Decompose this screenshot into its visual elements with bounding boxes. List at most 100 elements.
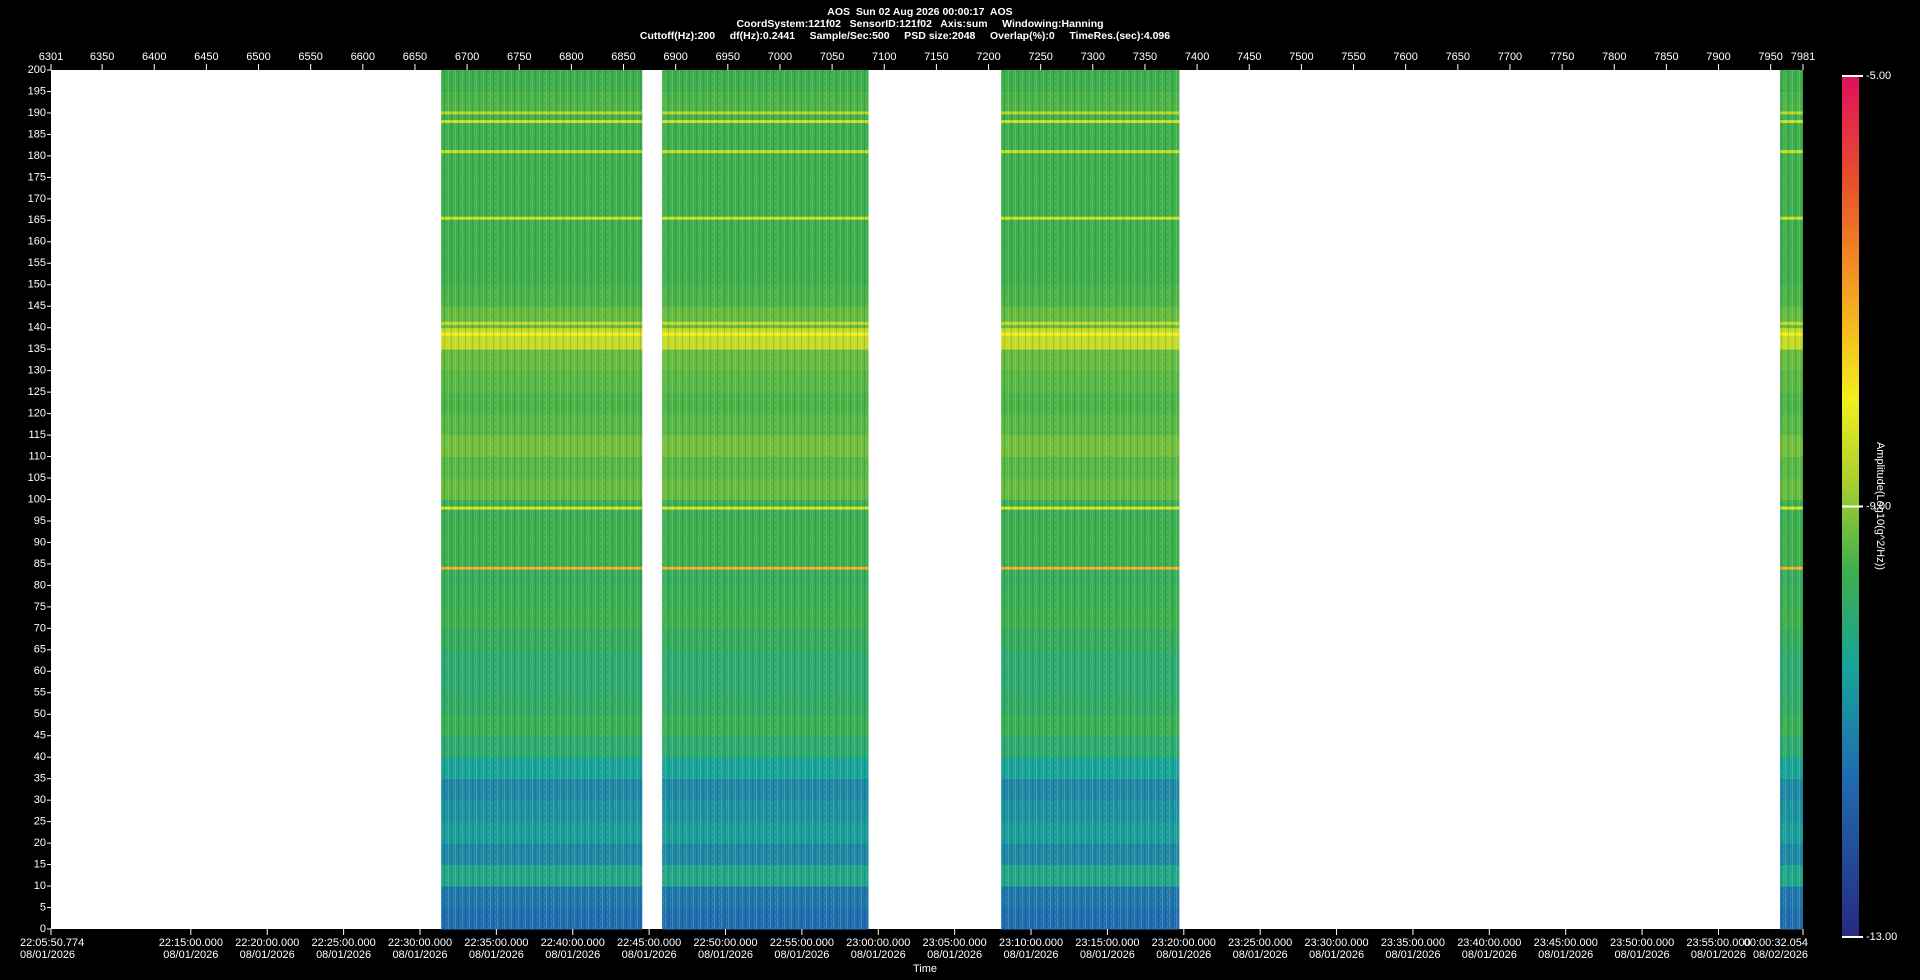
time-tick-label: 22:25:00.000 (311, 937, 375, 949)
time-tick-date: 08/01/2026 (774, 949, 829, 961)
y-tick-label: 95 (34, 515, 46, 527)
y-tick-label: 65 (34, 644, 46, 656)
x-tick-label: 7400 (1185, 51, 1209, 63)
x-tick-label: 7200 (976, 51, 1000, 63)
colorbar-tick-label: -9.00 (1866, 500, 1891, 512)
x-tick-label: 6950 (716, 51, 740, 63)
x-tick-label: 6850 (611, 51, 635, 63)
x-tick-label: 7100 (872, 51, 896, 63)
time-tick-date: 08/01/2026 (851, 949, 906, 961)
y-tick-label: 45 (34, 730, 46, 742)
time-tick-label: 23:45:00.000 (1534, 937, 1598, 949)
x-tick-label: 7300 (1081, 51, 1105, 63)
y-tick-label: 195 (28, 85, 46, 97)
time-tick-label: 23:00:00.000 (846, 937, 910, 949)
y-tick-label: 120 (28, 408, 46, 420)
y-tick-label: 70 (34, 622, 46, 634)
y-tick-label: 135 (28, 343, 46, 355)
y-tick-label: 75 (34, 601, 46, 613)
y-tick-label: 60 (34, 665, 46, 677)
y-tick-label: 15 (34, 858, 46, 870)
y-tick-label: 55 (34, 687, 46, 699)
time-tick-date: 08/01/2026 (1462, 949, 1517, 961)
colorbar-tick-label: -13.00 (1866, 931, 1897, 943)
y-tick-label: 85 (34, 558, 46, 570)
x-tick-label: 6900 (663, 51, 687, 63)
x-tick-label: 6400 (142, 51, 166, 63)
x-tick-label: 7700 (1498, 51, 1522, 63)
x-tick-label: 7250 (1028, 51, 1052, 63)
x-tick-label: 6450 (194, 51, 218, 63)
time-tick-date: 08/01/2026 (545, 949, 600, 961)
time-tick-label: 23:35:00.000 (1381, 937, 1445, 949)
time-tick-date: 08/01/2026 (1615, 949, 1670, 961)
y-tick-label: 165 (28, 214, 46, 226)
y-tick-label: 125 (28, 386, 46, 398)
colorbar-label: Amplitude(Log10(g^2/Hz)) (1874, 442, 1886, 570)
time-tick-label: 22:05:50.774 (20, 937, 84, 949)
texture (441, 70, 643, 929)
x-tick-label: 6550 (298, 51, 322, 63)
y-tick-label: 10 (34, 880, 46, 892)
y-tick-label: 25 (34, 816, 46, 828)
x-tick-label: 6700 (455, 51, 479, 63)
time-tick-label: 23:55:00.000 (1686, 937, 1750, 949)
time-tick-label: 23:50:00.000 (1610, 937, 1674, 949)
time-tick-label: 22:35:00.000 (464, 937, 528, 949)
y-tick-label: 40 (34, 751, 46, 763)
x-axis-label: Time (913, 963, 937, 975)
y-tick-label: 160 (28, 236, 46, 248)
time-tick-date: 08/01/2026 (622, 949, 677, 961)
x-tick-label: 6800 (559, 51, 583, 63)
time-tick-date: 08/01/2026 (1309, 949, 1364, 961)
x-tick-label: 7800 (1602, 51, 1626, 63)
time-tick-date: 08/01/2026 (1003, 949, 1058, 961)
time-tick-date: 08/01/2026 (1156, 949, 1211, 961)
y-tick-label: 190 (28, 107, 46, 119)
plot-area (51, 70, 1803, 929)
y-tick-label: 175 (28, 171, 46, 183)
time-tick-date: 08/01/2026 (698, 949, 753, 961)
x-tick-label: 7600 (1393, 51, 1417, 63)
x-tick-label: 7150 (924, 51, 948, 63)
y-tick-label: 185 (28, 128, 46, 140)
time-tick-date: 08/01/2026 (927, 949, 982, 961)
time-tick-date: 08/01/2026 (1233, 949, 1288, 961)
time-tick-date: 08/01/2026 (240, 949, 295, 961)
y-tick-label: 80 (34, 579, 46, 591)
time-tick-date: 08/01/2026 (469, 949, 524, 961)
x-tick-label: 7650 (1446, 51, 1470, 63)
y-tick-label: 150 (28, 279, 46, 291)
time-tick-label: 22:55:00.000 (770, 937, 834, 949)
time-tick-date: 08/01/2026 (316, 949, 371, 961)
x-tick-label: 7350 (1133, 51, 1157, 63)
time-tick-label: 23:10:00.000 (999, 937, 1063, 949)
time-tick-label: 22:15:00.000 (159, 937, 223, 949)
y-tick-label: 110 (28, 450, 46, 462)
x-tick-label: 7981 (1791, 51, 1815, 63)
x-tick-label: 7050 (820, 51, 844, 63)
time-tick-date: 08/01/2026 (1080, 949, 1135, 961)
x-tick-label: 6650 (403, 51, 427, 63)
chart-title: AOS Sun 02 Aug 2026 00:00:17 AOS (827, 6, 1012, 18)
y-tick-label: 200 (28, 64, 46, 76)
x-tick-label: 6750 (507, 51, 531, 63)
y-tick-label: 20 (34, 837, 46, 849)
time-tick-label: 23:05:00.000 (923, 937, 987, 949)
y-tick-label: 5 (40, 901, 46, 913)
x-tick-label: 7500 (1289, 51, 1313, 63)
time-tick-label: 23:15:00.000 (1075, 937, 1139, 949)
x-tick-label: 7850 (1654, 51, 1678, 63)
x-tick-label: 6600 (351, 51, 375, 63)
time-tick-date: 08/01/2026 (163, 949, 218, 961)
y-tick-label: 145 (28, 300, 46, 312)
y-tick-label: 180 (28, 150, 46, 162)
x-tick-label: 7950 (1758, 51, 1782, 63)
time-tick-date: 08/01/2026 (1538, 949, 1593, 961)
time-tick-date: 08/01/2026 (1385, 949, 1440, 961)
y-tick-label: 90 (34, 536, 46, 548)
time-tick-label: 23:40:00.000 (1457, 937, 1521, 949)
y-tick-label: 115 (28, 429, 46, 441)
time-tick-label: 23:30:00.000 (1304, 937, 1368, 949)
